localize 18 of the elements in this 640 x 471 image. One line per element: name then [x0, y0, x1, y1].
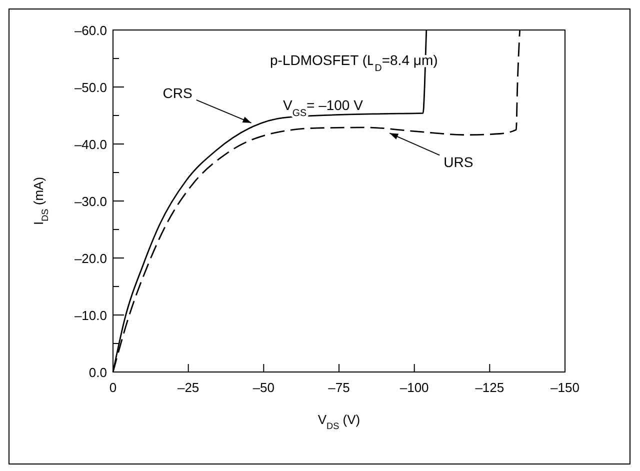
y-tick-label: –10.0 — [74, 308, 107, 323]
x-tick-label: –75 — [328, 380, 350, 395]
annotation: V$_{GS}$= –100 V — [283, 97, 364, 118]
y-tick-label: –50.0 — [74, 80, 107, 95]
x-tick-label: 0 — [109, 380, 117, 395]
y-tick-label: –20.0 — [74, 251, 107, 266]
y-tick-label: –60.0 — [74, 23, 107, 38]
y-tick-label: –40.0 — [74, 137, 107, 152]
y-tick-label: –30.0 — [74, 194, 107, 209]
annotation: CRS — [162, 84, 192, 101]
x-tick-label: –125 — [475, 380, 504, 395]
x-tick-label: –100 — [400, 380, 429, 395]
x-tick-label: –25 — [177, 380, 200, 395]
x-tick-label: –50 — [252, 380, 275, 395]
y-tick-label: 0.0 — [88, 365, 107, 380]
x-tick-label: –150 — [550, 380, 580, 395]
x-axis-title: V$_{DS}$ (V) — [318, 412, 360, 431]
annotation: URS — [444, 154, 474, 170]
